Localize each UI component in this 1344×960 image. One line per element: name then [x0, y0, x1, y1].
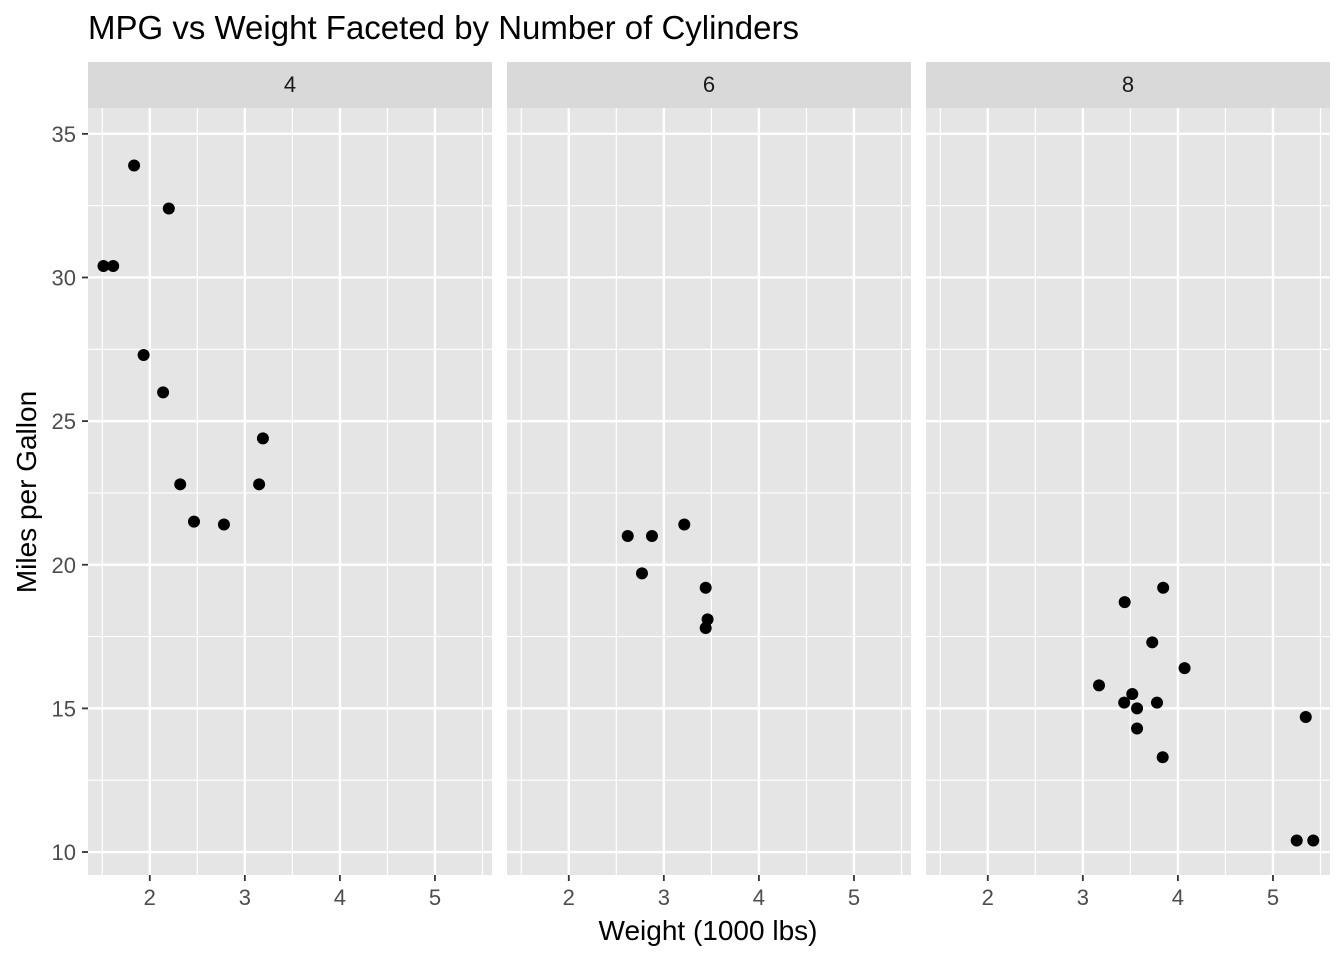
data-point: [97, 259, 110, 272]
data-point: [162, 202, 175, 215]
data-point: [1131, 722, 1144, 735]
data-point: [1131, 702, 1144, 715]
data-point: [678, 518, 691, 531]
x-tick-label: 5: [848, 885, 860, 910]
data-point: [699, 621, 712, 634]
data-point: [1146, 636, 1159, 649]
data-point: [1156, 751, 1169, 764]
facet-panels: 4 2 3 4 5 6 2 3 4 5 8 2 3 4 5: [88, 62, 1330, 910]
data-point: [256, 432, 269, 445]
x-tick-label: 4: [753, 885, 765, 910]
data-point: [1118, 596, 1131, 609]
x-tick-label: 2: [563, 885, 575, 910]
data-point: [137, 349, 150, 362]
x-tick-label: 2: [982, 885, 994, 910]
data-point: [217, 518, 230, 531]
data-point: [635, 567, 648, 580]
data-point: [187, 515, 200, 528]
data-point: [1126, 688, 1139, 701]
data-point: [645, 530, 658, 543]
x-tick-label: 5: [1267, 885, 1279, 910]
data-point: [1290, 834, 1303, 847]
x-tick-label: 4: [334, 885, 346, 910]
x-tick-label: 2: [144, 885, 156, 910]
facet-strip-label: 4: [284, 72, 296, 97]
y-tick-label: 10: [52, 840, 76, 865]
data-point: [1178, 662, 1191, 675]
data-point: [157, 386, 170, 399]
data-point: [253, 478, 266, 491]
data-point: [1157, 581, 1170, 594]
data-point: [107, 259, 120, 272]
data-point: [1118, 696, 1131, 709]
facet-strip: [88, 62, 492, 108]
data-point: [621, 530, 634, 543]
data-point: [1307, 834, 1320, 847]
x-tick-label: 3: [658, 885, 670, 910]
y-tick-label: 20: [52, 553, 76, 578]
facet-panel-4: 4 2 3 4 5: [88, 62, 492, 910]
x-tick-label: 4: [1172, 885, 1184, 910]
facet-panel-8: 8 2 3 4 5: [926, 62, 1330, 910]
data-point: [174, 478, 187, 491]
facet-panel-6: 6 2 3 4 5: [507, 62, 911, 910]
panel-background: [926, 108, 1330, 875]
x-tick-label: 3: [1077, 885, 1089, 910]
x-tick-label: 3: [239, 885, 251, 910]
data-point: [699, 581, 712, 594]
y-axis-title: Miles per Gallon: [11, 391, 42, 593]
chart-title: MPG vs Weight Faceted by Number of Cylin…: [88, 9, 799, 46]
x-axis-title: Weight (1000 lbs): [599, 915, 818, 946]
x-tick-label: 5: [429, 885, 441, 910]
y-tick-label: 25: [52, 409, 76, 434]
facet-strip: [507, 62, 911, 108]
data-point: [1299, 711, 1312, 724]
facet-strip-label: 8: [1122, 72, 1134, 97]
y-tick-label: 30: [52, 265, 76, 290]
y-tick-label: 35: [52, 122, 76, 147]
data-point: [1093, 679, 1106, 692]
y-tick-label: 15: [52, 696, 76, 721]
facet-strip-label: 6: [703, 72, 715, 97]
y-axis: 10 15 20 25 30 35: [52, 122, 88, 865]
data-point: [128, 159, 141, 172]
panel-background: [507, 108, 911, 875]
panel-background: [88, 108, 492, 875]
facet-strip: [926, 62, 1330, 108]
data-point: [1150, 696, 1163, 709]
